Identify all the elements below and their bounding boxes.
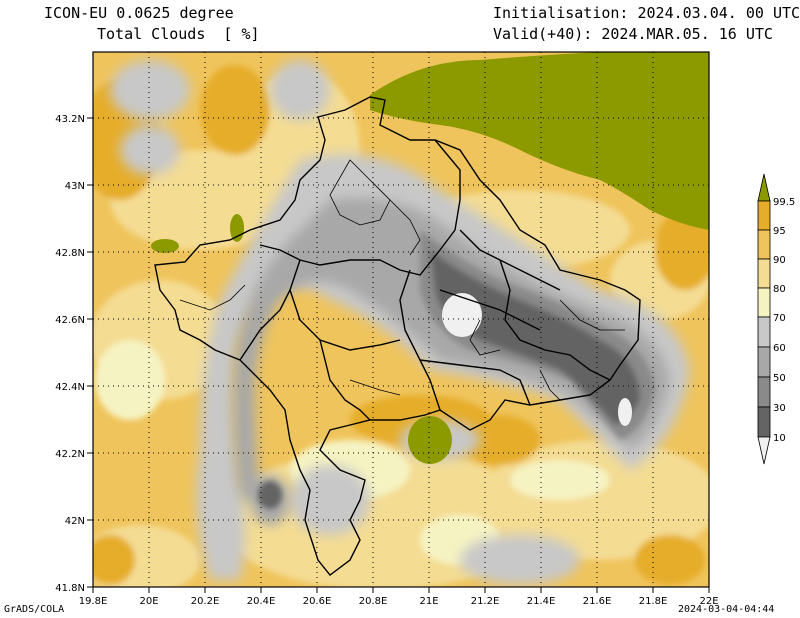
y-tick-label: 43.2N: [55, 114, 85, 125]
colorbar-cell: [757, 316, 771, 348]
colorbar: [757, 173, 771, 465]
x-tick-label: 21.2E: [471, 596, 500, 607]
software-credit: GrADS/COLA: [4, 604, 65, 615]
init-time: Initialisation: 2024.03.04. 00 UTC: [493, 4, 800, 22]
y-tick-label: 42.8N: [55, 248, 85, 259]
y-axis-labels: 43.2N 43N 42.8N 42.6N 42.4N 42.2N 42N 41…: [55, 114, 85, 594]
cloud-field: [93, 52, 709, 587]
y-tick-label: 42.4N: [55, 382, 85, 393]
colorbar-label: 10: [773, 433, 786, 444]
valid-time: Valid(+40): 2024.MAR.05. 16 UTC: [493, 25, 773, 43]
colorbar-cell: [757, 346, 771, 378]
colorbar-label: 70: [773, 313, 786, 324]
colorbar-label: 60: [773, 343, 786, 354]
colorbar-label: 80: [773, 284, 786, 295]
y-tick-label: 43N: [65, 181, 85, 192]
x-tick-label: 19.8E: [79, 596, 108, 607]
region-borders: [179, 159, 625, 401]
x-tick-label: 22E: [699, 596, 718, 607]
x-tick-label: 20.2E: [191, 596, 220, 607]
colorbar-cell: [757, 406, 771, 438]
colorbar-cell: [757, 229, 771, 260]
colorbar-cell: [757, 173, 771, 202]
colorbar-cell: [757, 200, 771, 231]
colorbar-label: 30: [773, 403, 786, 414]
x-tick-label: 21E: [419, 596, 438, 607]
x-tick-label: 21.4E: [527, 596, 556, 607]
y-tick-label: 42.6N: [55, 315, 85, 326]
variable-title: Total Clouds [ %]: [97, 25, 260, 43]
country-borders: [154, 96, 641, 576]
graticule: [93, 52, 709, 587]
x-tick-label: 20.4E: [247, 596, 276, 607]
y-tick-label: 41.8N: [55, 583, 85, 594]
colorbar-cell: [757, 258, 771, 289]
colorbar-label: 99.5: [773, 197, 795, 208]
y-tick-label: 42.2N: [55, 449, 85, 460]
render-timestamp: 2024-03-04-04:44: [678, 604, 775, 615]
colorbar-cell: [757, 376, 771, 408]
model-title: ICON-EU 0.0625 degree: [44, 4, 234, 22]
x-tick-label: 20E: [139, 596, 158, 607]
y-tick-label: 42N: [65, 516, 85, 527]
colorbar-label: 50: [773, 373, 786, 384]
colorbar-labels: 99.5 95 90 80 70 60 50 30 10: [773, 197, 795, 444]
colorbar-cell: [757, 436, 771, 465]
x-tick-label: 20.6E: [303, 596, 332, 607]
x-tick-label: 20.8E: [359, 596, 388, 607]
colorbar-label: 95: [773, 226, 786, 237]
x-tick-label: 21.6E: [583, 596, 612, 607]
x-tick-label: 21.8E: [639, 596, 668, 607]
colorbar-label: 90: [773, 255, 786, 266]
colorbar-cell: [757, 287, 771, 318]
x-axis-labels: 19.8E 20E 20.2E 20.4E 20.6E 20.8E 21E 21…: [79, 596, 719, 607]
